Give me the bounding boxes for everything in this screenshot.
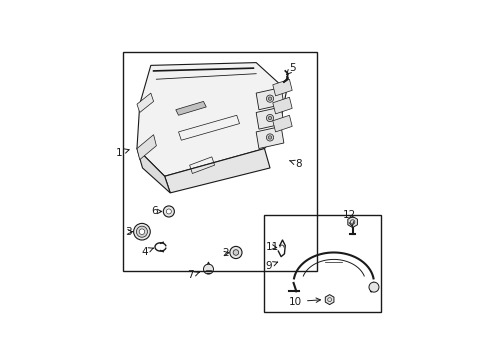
Polygon shape: [272, 97, 292, 114]
Bar: [123, 51, 317, 270]
Circle shape: [268, 116, 271, 120]
Circle shape: [233, 250, 238, 255]
Text: 4: 4: [141, 247, 153, 257]
Text: 8: 8: [289, 159, 301, 169]
Polygon shape: [256, 126, 284, 149]
Circle shape: [136, 226, 147, 237]
Circle shape: [139, 229, 144, 234]
Circle shape: [166, 209, 171, 214]
Polygon shape: [175, 102, 206, 115]
Circle shape: [266, 114, 273, 122]
Polygon shape: [347, 216, 357, 228]
Polygon shape: [137, 135, 156, 159]
Polygon shape: [256, 87, 284, 110]
Polygon shape: [164, 149, 269, 193]
Circle shape: [268, 136, 271, 139]
Text: 10: 10: [288, 297, 320, 307]
Text: 12: 12: [342, 210, 355, 226]
Polygon shape: [137, 63, 286, 176]
Text: 2: 2: [222, 248, 228, 258]
Circle shape: [203, 264, 213, 274]
Text: 6: 6: [150, 207, 162, 216]
Text: 11: 11: [265, 242, 279, 252]
Circle shape: [368, 282, 378, 292]
Polygon shape: [137, 93, 153, 112]
Text: 5: 5: [286, 63, 295, 75]
Polygon shape: [325, 294, 333, 305]
Polygon shape: [272, 79, 292, 96]
Circle shape: [229, 246, 242, 258]
Text: 3: 3: [125, 227, 132, 237]
Polygon shape: [137, 149, 170, 193]
Circle shape: [163, 206, 174, 217]
Polygon shape: [256, 107, 284, 129]
Text: 1: 1: [116, 148, 129, 158]
Circle shape: [266, 134, 273, 141]
Text: 7: 7: [186, 270, 199, 280]
Text: 9: 9: [265, 261, 277, 270]
Bar: [264, 215, 380, 312]
Polygon shape: [272, 115, 292, 132]
Circle shape: [133, 223, 150, 240]
Circle shape: [266, 95, 273, 102]
Circle shape: [268, 97, 271, 100]
